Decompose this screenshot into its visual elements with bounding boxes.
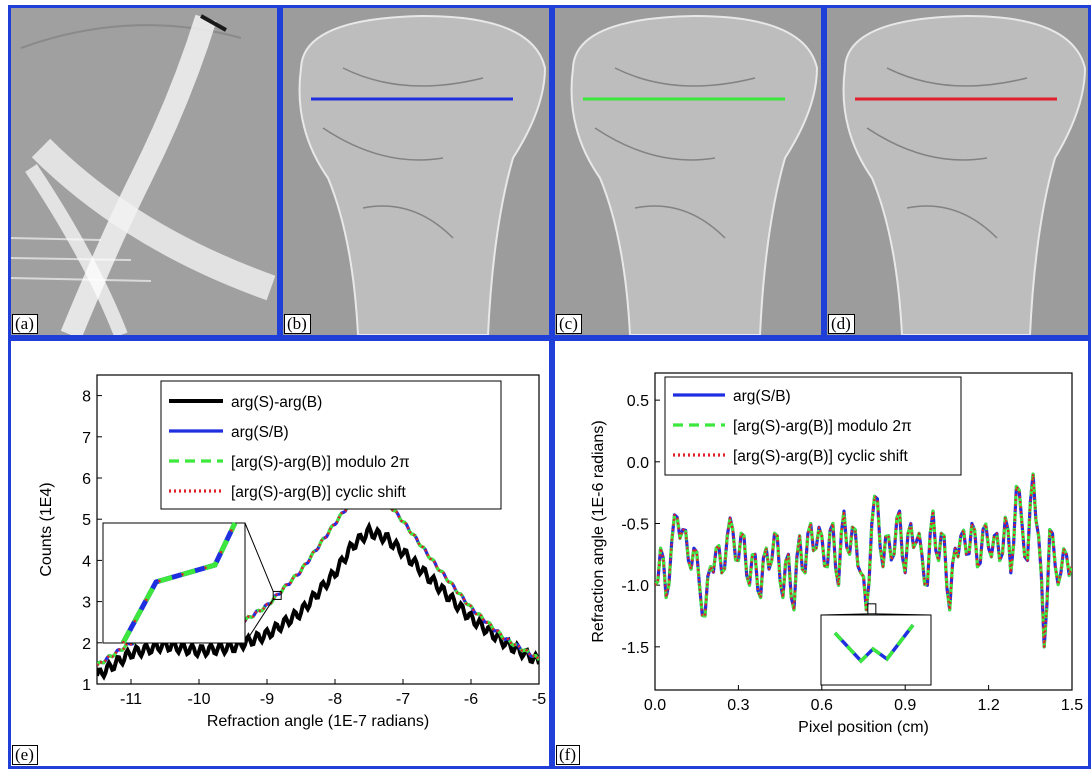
plot-frame [654, 372, 1073, 691]
y-tick-label: 7 [82, 430, 91, 447]
bone-refraction-image [555, 8, 821, 335]
x-tick-label: -10 [187, 691, 210, 708]
y-tick-label: 3 [82, 595, 91, 612]
y-tick-label: 0.0 [627, 455, 649, 472]
y-tick-label: 2 [82, 636, 91, 653]
panel-e-histogram-plot: -11 -10 -9 -8 -7 -6 -5 1 2 3 4 5 6 7 8 Refraction angle… [8, 338, 552, 769]
zoom-connector [244, 522, 274, 592]
x-tick-label: 1.2 [977, 697, 999, 714]
legend-entry: [arg(S)-arg(B)] cyclic shift [231, 484, 407, 501]
y-tick-label: 0.5 [627, 393, 649, 410]
panel-label-d: (d) [828, 314, 855, 334]
zoom-region [272, 590, 282, 600]
x-tick-label: -6 [464, 691, 478, 708]
x-tick-label: -5 [532, 691, 546, 708]
chart-e: -11 -10 -9 -8 -7 -6 -5 1 2 3 4 5 6 7 8 Refraction angle… [38, 374, 546, 730]
y-axis-title: Refraction angle (1E-6 radians) [590, 420, 607, 642]
x-tick-label: 1.5 [1061, 697, 1083, 714]
x-tick-label: 0.0 [644, 697, 666, 714]
y-tick-label: -1.5 [621, 640, 649, 657]
x-tick-label: -11 [120, 691, 142, 708]
panel-d-bone-image: (d) [824, 5, 1091, 338]
inset-box [102, 522, 246, 644]
legend-entry: arg(S/B) [231, 424, 289, 441]
x-axis-title: Refraction angle (1E-7 radians) [207, 713, 429, 730]
panel-b-bone-image: (b) [280, 5, 552, 338]
y-tick-label: 5 [82, 512, 91, 529]
panel-c-bone-image: (c) [552, 5, 824, 338]
x-tick-label: -8 [328, 691, 342, 708]
y-tick-label: 8 [82, 389, 91, 406]
zoom-connector [875, 613, 932, 616]
inset-line-green [833, 623, 915, 664]
series-line-0 [97, 521, 539, 681]
legend-entry: [arg(S)-arg(B)] modulo 2π [231, 454, 410, 471]
raw-phase-image [11, 8, 277, 335]
plot-frame [96, 374, 540, 685]
zoom-connector [820, 613, 868, 616]
x-tick-label: 0.9 [894, 697, 916, 714]
legend-entry: arg(S)-arg(B) [231, 394, 322, 411]
legend-entry: arg(S/B) [733, 388, 791, 405]
bone-refraction-image [827, 8, 1088, 335]
y-axis-title: Counts (1E4) [38, 482, 55, 576]
y-tick-label: 1 [82, 677, 91, 694]
bone-refraction-image [283, 8, 549, 335]
y-tick-label: -0.5 [621, 516, 649, 533]
x-tick-label: -9 [260, 691, 274, 708]
chart-f: 0.0 0.3 0.6 0.9 1.2 1.5 0.5 0.0 -0.5 -1.0 -1.5 Pixe… [590, 372, 1083, 736]
panel-label-a: (a) [12, 314, 38, 334]
y-tick-label: 4 [82, 553, 91, 570]
inset-line-green [120, 521, 238, 645]
panel-f-profile-plot: 0.0 0.3 0.6 0.9 1.2 1.5 0.5 0.0 -0.5 -1.0 -1.5 Pixe… [552, 338, 1091, 769]
x-tick-label: 0.3 [727, 697, 749, 714]
series-line-2 [97, 488, 539, 667]
x-tick-label: -7 [396, 691, 410, 708]
y-tick-label: 6 [82, 471, 91, 488]
panel-label-e: (e) [12, 745, 38, 765]
panel-label-c: (c) [556, 314, 582, 334]
zoom-connector [244, 599, 274, 644]
panel-a-raw-image: (a) [8, 5, 280, 338]
x-axis-title: Pixel position (cm) [798, 719, 929, 736]
legend-entry: [arg(S)-arg(B)] cyclic shift [733, 448, 909, 465]
legend-entry: [arg(S)-arg(B)] modulo 2π [733, 418, 912, 435]
series-line-2 [655, 473, 1072, 648]
panel-label-f: (f) [556, 745, 580, 765]
panel-label-b: (b) [284, 314, 311, 334]
y-tick-label: -1.0 [621, 578, 649, 595]
x-tick-label: 0.6 [811, 697, 833, 714]
zoom-region [867, 603, 877, 615]
